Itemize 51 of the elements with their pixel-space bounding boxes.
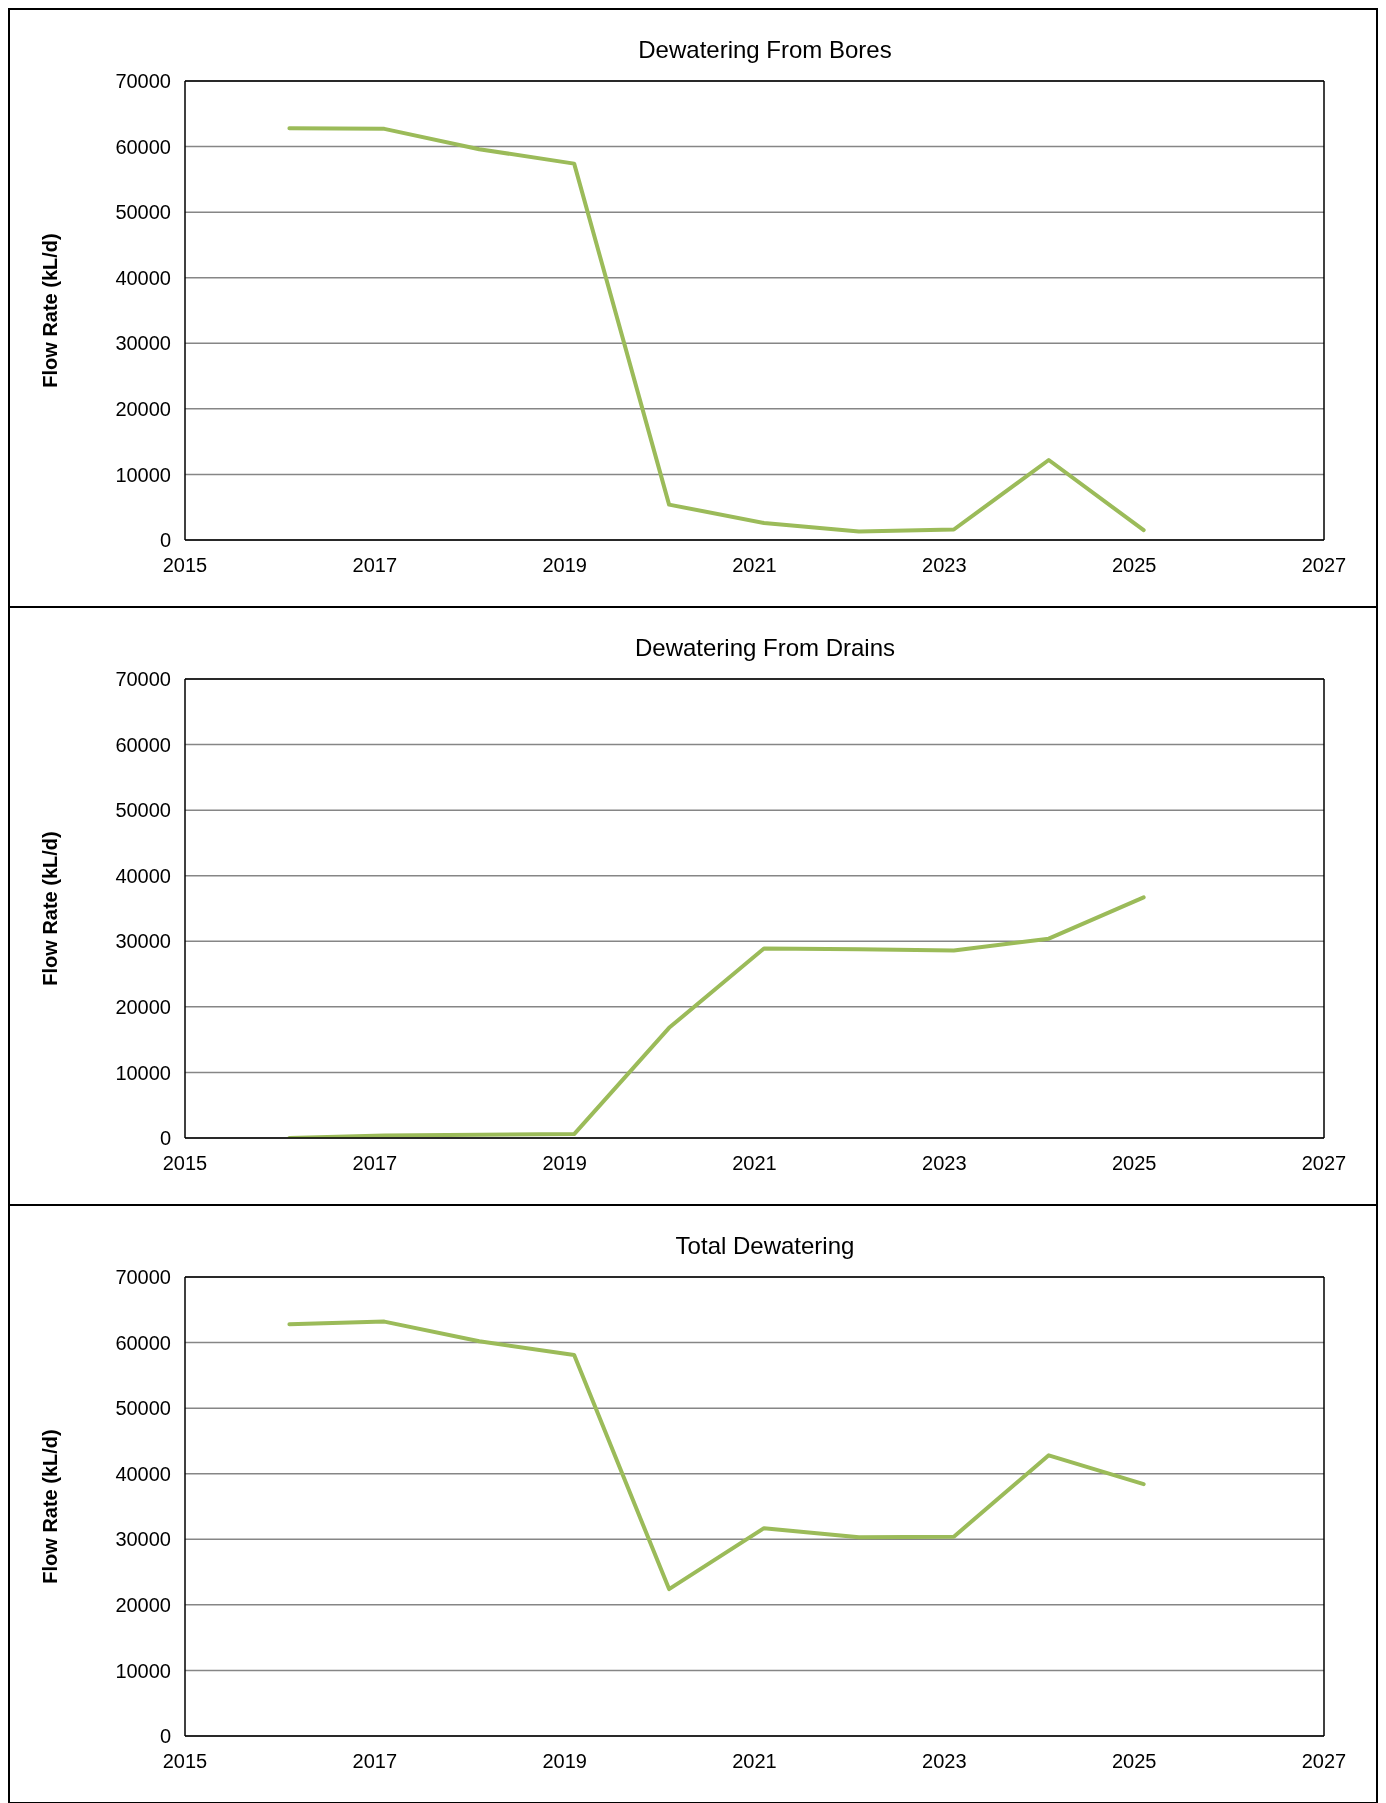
- y-tick-label: 60000: [115, 1331, 171, 1354]
- x-tick-label: 2015: [162, 1152, 208, 1175]
- y-tick-label: 60000: [115, 733, 171, 756]
- chart-title: Dewatering From Bores: [637, 36, 893, 64]
- x-tick-label: 2021: [732, 554, 777, 577]
- y-tick-label: 20000: [115, 995, 171, 1018]
- y-tick-label: 70000: [115, 70, 171, 93]
- x-tick-label: 2017: [352, 554, 398, 577]
- x-tick-label: 2021: [732, 1750, 777, 1773]
- y-tick-label: 50000: [115, 201, 171, 224]
- y-axis-title: Flow Rate (kL/d): [39, 233, 62, 388]
- y-tick-label: 50000: [115, 1397, 171, 1420]
- x-tick-label: 2023: [922, 1152, 967, 1175]
- x-tick-label: 2017: [352, 1152, 398, 1175]
- x-tick-label: 2027: [1301, 554, 1347, 577]
- x-tick-label: 2027: [1301, 1750, 1347, 1773]
- y-tick-label: 30000: [115, 930, 171, 953]
- chart-title: Dewatering From Drains: [633, 634, 897, 662]
- y-tick-label: 50000: [115, 799, 171, 822]
- x-tick-label: 2015: [162, 554, 208, 577]
- y-tick-label: 10000: [115, 1061, 171, 1084]
- y-tick-label: 40000: [115, 1462, 171, 1485]
- x-tick-label: 2021: [732, 1152, 777, 1175]
- x-tick-label: 2025: [1111, 1152, 1157, 1175]
- x-tick-label: 2023: [922, 554, 967, 577]
- y-tick-label: 0: [159, 1127, 171, 1150]
- chart-title: Total Dewatering: [674, 1232, 856, 1260]
- y-tick-label: 20000: [115, 397, 171, 420]
- y-tick-label: 40000: [115, 266, 171, 289]
- y-axis-title: Flow Rate (kL/d): [39, 1429, 62, 1584]
- x-tick-label: 2027: [1301, 1152, 1347, 1175]
- y-axis-title: Flow Rate (kL/d): [39, 831, 62, 986]
- y-tick-label: 30000: [115, 332, 171, 355]
- y-tick-label: 70000: [115, 668, 171, 691]
- x-tick-label: 2015: [162, 1750, 208, 1773]
- x-tick-label: 2017: [352, 1750, 398, 1773]
- y-tick-label: 20000: [115, 1593, 171, 1616]
- x-tick-label: 2025: [1111, 554, 1157, 577]
- y-tick-label: 0: [159, 1725, 171, 1748]
- x-tick-label: 2023: [922, 1750, 967, 1773]
- x-tick-label: 2019: [542, 1750, 587, 1773]
- y-tick-label: 60000: [115, 135, 171, 158]
- y-tick-label: 40000: [115, 864, 171, 887]
- y-tick-label: 0: [159, 529, 171, 552]
- y-tick-label: 10000: [115, 463, 171, 486]
- y-tick-label: 10000: [115, 1659, 171, 1682]
- x-tick-label: 2019: [542, 554, 587, 577]
- x-tick-label: 2019: [542, 1152, 587, 1175]
- x-tick-label: 2025: [1111, 1750, 1157, 1773]
- y-tick-label: 70000: [115, 1266, 171, 1289]
- y-tick-label: 30000: [115, 1528, 171, 1551]
